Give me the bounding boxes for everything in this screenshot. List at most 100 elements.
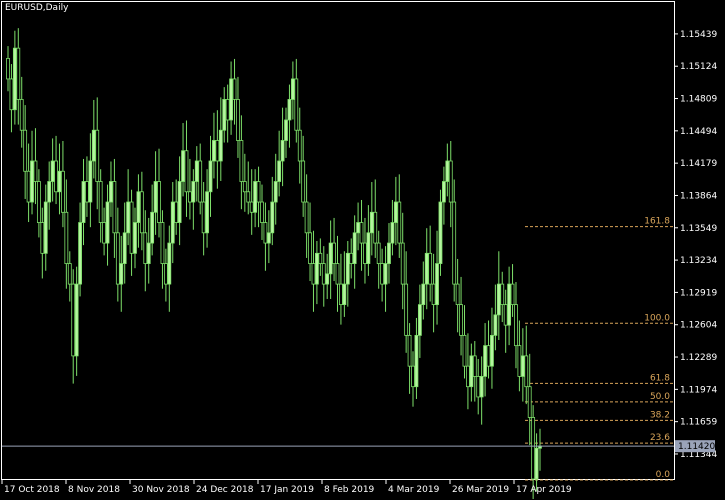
candle [153,151,158,235]
y-tick-label: 1.12289 [680,353,717,363]
fib-level: 61.8 [525,373,674,384]
candle [363,217,367,284]
candle [102,207,107,256]
candle [383,246,388,312]
candle [452,179,457,302]
x-tick-label: 26 Mar 2019 [452,485,509,495]
candle [407,323,412,394]
candle [294,58,299,143]
candle [325,253,330,299]
fib-level: 38.2 [525,410,674,421]
candle [47,161,52,230]
y-tick-label: 1.15124 [680,62,717,72]
y-tick-label: 1.14179 [680,159,717,169]
candle [359,199,364,271]
candle [356,202,360,251]
candle [133,207,137,269]
candle [510,264,515,317]
candle [321,246,326,307]
candle [98,169,103,243]
x-tick-label: 24 Dec 2018 [196,485,254,495]
candle [390,199,395,256]
candle [507,266,512,346]
candle [16,28,21,125]
candle [524,325,529,405]
candle [91,99,96,179]
candle [201,182,206,256]
candle [9,64,14,133]
y-tick-label: 1.13864 [680,191,717,201]
candle [345,241,350,307]
x-tick-label: 4 Mar 2019 [388,485,440,495]
candle [472,341,477,402]
candle [23,105,28,199]
candle [411,351,415,407]
candle [287,84,292,148]
candle [160,210,165,289]
candle [109,161,113,217]
candle [500,271,505,323]
candle [435,230,439,325]
candle [81,158,86,246]
candle [273,153,278,225]
candle [476,358,481,415]
candle [328,220,333,299]
x-tick-label: 17 Jan 2019 [260,485,314,495]
candle [479,356,484,425]
candle [174,179,179,235]
candle [26,143,31,223]
chart-frame [1,1,675,480]
candle [129,189,134,276]
candle [448,140,453,228]
candle [414,317,419,399]
candle [490,307,494,389]
candle [139,171,144,251]
candle [304,174,309,258]
current-price-box: 1.11420 [675,440,715,453]
candle [514,282,518,369]
candle [445,143,450,197]
y-tick-label: 1.12604 [680,321,717,331]
candle [520,328,525,402]
x-tick-label: 30 Nov 2018 [132,485,190,495]
candle [167,225,172,312]
candle [297,107,302,184]
fib-level-label: 61.8 [650,373,670,383]
candle [424,228,429,310]
candle [163,248,168,302]
candle [249,169,254,235]
candle [517,320,522,392]
candle [40,207,45,279]
candle [212,112,216,179]
candle [393,176,398,246]
candle [284,107,288,158]
candle [441,166,446,225]
candle [67,251,72,302]
candle [373,179,378,258]
candle [30,130,34,215]
candle [229,61,233,135]
svg-text:1.11420: 1.11420 [678,442,715,452]
candle [122,202,127,284]
candle [95,97,100,210]
candle [263,202,268,271]
y-tick-label: 1.13234 [680,256,717,266]
candle [266,210,271,264]
y-tick-label: 1.15439 [680,30,717,40]
fib-level: 100.0 [525,313,674,324]
candle [366,205,371,276]
candle [119,235,124,312]
x-tick-label: 8 Nov 2018 [68,485,120,495]
candle [194,146,199,202]
candle [376,230,381,289]
candle [222,87,227,143]
candle [318,238,323,276]
fib-level-label: 0.0 [656,470,671,480]
candle [19,76,24,148]
candle [184,120,189,217]
fib-level-label: 50.0 [650,392,670,402]
candle [74,266,79,376]
candle [260,184,264,240]
